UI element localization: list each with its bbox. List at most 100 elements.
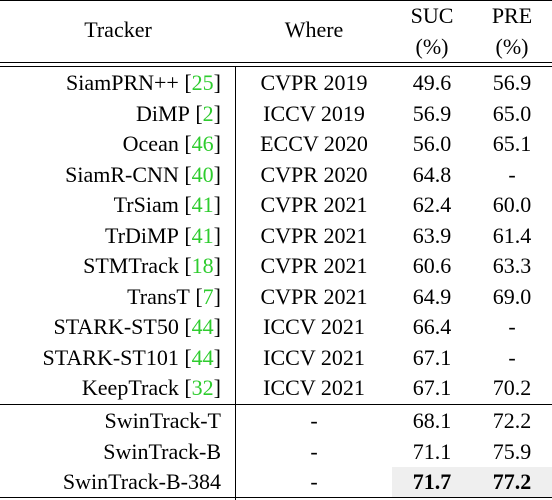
tracker-cell: SiamPRN++ [25] <box>0 68 227 99</box>
where-cell: ECCV 2020 <box>260 131 368 157</box>
bracket-close: ] <box>213 314 221 340</box>
suc-cell-best: 71.7 <box>392 467 472 498</box>
table-row-swintrack: SwinTrack-B - 71.1 75.9 <box>0 437 552 468</box>
pre-cell: 69.0 <box>492 283 532 309</box>
tracker-name: STARK-ST101 <box>42 344 179 370</box>
where-cell: - <box>310 408 318 434</box>
where-cell: CVPR 2021 <box>260 253 368 279</box>
tracker-cell: STARK-ST50 [44] <box>0 312 227 343</box>
tracker-name: TrDiMP <box>105 222 179 248</box>
citation-link[interactable]: 40 <box>191 161 214 187</box>
header-pre-line2: (%) <box>495 34 529 59</box>
tracker-name: STARK-ST50 <box>53 314 179 340</box>
tracker-cell: SwinTrack-B <box>103 438 221 464</box>
table-row: SiamPRN++ [25] CVPR 2019 49.6 56.9 <box>0 68 552 99</box>
tracker-cell: STARK-ST101 [44] <box>0 343 227 374</box>
pre-cell: 56.9 <box>492 70 532 96</box>
column-divider <box>235 66 236 500</box>
tracker-name: TransT <box>127 283 190 309</box>
citation-link[interactable]: 41 <box>191 222 214 248</box>
pre-cell: 65.1 <box>492 131 532 157</box>
header-where: Where <box>284 17 344 42</box>
suc-cell: 62.4 <box>412 192 452 218</box>
citation-link[interactable]: 18 <box>191 253 214 279</box>
suc-cell: 56.0 <box>412 131 452 157</box>
tracker-name: TrSiam <box>113 192 179 218</box>
top-rule <box>0 0 552 1</box>
tracker-cell: TrSiam [41] <box>0 190 227 221</box>
spacer: [ <box>189 100 203 126</box>
citation-link[interactable]: 41 <box>191 192 214 218</box>
tracker-cell: SiamR-CNN [40] <box>0 160 227 191</box>
spacer: [ <box>178 161 192 187</box>
citation-link[interactable]: 32 <box>191 375 214 401</box>
where-cell: - <box>310 469 318 495</box>
table-row: TrSiam [41] CVPR 2021 62.4 60.0 <box>0 190 552 221</box>
pre-cell: - <box>508 314 516 340</box>
tracker-cell: DiMP [2] <box>0 99 227 130</box>
where-cell: - <box>310 438 318 464</box>
table-row: SiamR-CNN [40] CVPR 2020 64.8 - <box>0 160 552 191</box>
bracket-close: ] <box>213 131 221 157</box>
spacer: [ <box>178 70 192 96</box>
table-row-swintrack: SwinTrack-T - 68.1 72.2 <box>0 406 552 437</box>
where-cell: CVPR 2021 <box>260 192 368 218</box>
bracket-close: ] <box>213 192 221 218</box>
suc-cell: 66.4 <box>412 314 452 340</box>
where-cell: ICCV 2021 <box>263 344 365 370</box>
suc-cell: 71.1 <box>412 438 452 464</box>
tracker-name: SiamPRN++ <box>66 70 179 96</box>
spacer: [ <box>189 283 203 309</box>
header-suc-line2: (%) <box>415 34 449 59</box>
bracket-close: ] <box>213 253 221 279</box>
tracker-name: STMTrack <box>83 253 179 279</box>
citation-link[interactable]: 44 <box>191 314 214 340</box>
citation-link[interactable]: 7 <box>202 283 214 309</box>
table-row: STARK-ST101 [44] ICCV 2021 67.1 - <box>0 343 552 374</box>
citation-link[interactable]: 2 <box>202 100 214 126</box>
table-row: TrDiMP [41] CVPR 2021 63.9 61.4 <box>0 221 552 252</box>
citation-link[interactable]: 46 <box>191 131 214 157</box>
header-pre-line1: PRE <box>491 3 533 28</box>
citation-link[interactable]: 25 <box>191 70 214 96</box>
suc-cell: 64.8 <box>412 161 452 187</box>
pre-cell: 61.4 <box>492 222 532 248</box>
tracker-name: SiamR-CNN <box>65 161 179 187</box>
table-row: STARK-ST50 [44] ICCV 2021 66.4 - <box>0 312 552 343</box>
table-row: DiMP [2] ICCV 2019 56.9 65.0 <box>0 99 552 130</box>
tracker-cell: Ocean [46] <box>0 129 227 160</box>
table-row: KeepTrack [32] ICCV 2021 67.1 70.2 <box>0 373 552 404</box>
pre-cell: 70.2 <box>492 375 532 401</box>
tracker-name: Ocean <box>122 131 179 157</box>
suc-cell: 68.1 <box>412 408 452 434</box>
bracket-close: ] <box>213 283 221 309</box>
spacer: [ <box>178 253 192 279</box>
suc-cell: 49.6 <box>412 70 452 96</box>
pre-cell: 72.2 <box>492 408 532 434</box>
pre-cell: - <box>508 344 516 370</box>
suc-cell: 63.9 <box>412 222 452 248</box>
table-row-swintrack: SwinTrack-B-384 - 71.7 77.2 <box>0 467 552 498</box>
where-cell: CVPR 2021 <box>260 283 368 309</box>
pre-cell: 65.0 <box>492 100 532 126</box>
tracker-name: KeepTrack <box>81 375 179 401</box>
bracket-close: ] <box>213 70 221 96</box>
pre-cell: 75.9 <box>492 438 532 464</box>
table-row: Ocean [46] ECCV 2020 56.0 65.1 <box>0 129 552 160</box>
spacer: [ <box>178 222 192 248</box>
citation-link[interactable]: 44 <box>191 344 214 370</box>
header-rule-1 <box>0 62 552 63</box>
tracker-cell: SwinTrack-B-384 <box>62 469 221 495</box>
pre-cell-best: 77.2 <box>472 467 552 498</box>
suc-cell: 64.9 <box>412 283 452 309</box>
spacer: [ <box>178 192 192 218</box>
spacer: [ <box>178 375 192 401</box>
pre-cell: - <box>508 161 516 187</box>
suc-cell: 67.1 <box>412 344 452 370</box>
header-suc-line1: SUC <box>410 3 454 28</box>
pre-cell: 60.0 <box>492 192 532 218</box>
header-rule-2 <box>0 66 552 67</box>
pre-cell: 63.3 <box>492 253 532 279</box>
header-tracker: Tracker <box>84 17 152 42</box>
